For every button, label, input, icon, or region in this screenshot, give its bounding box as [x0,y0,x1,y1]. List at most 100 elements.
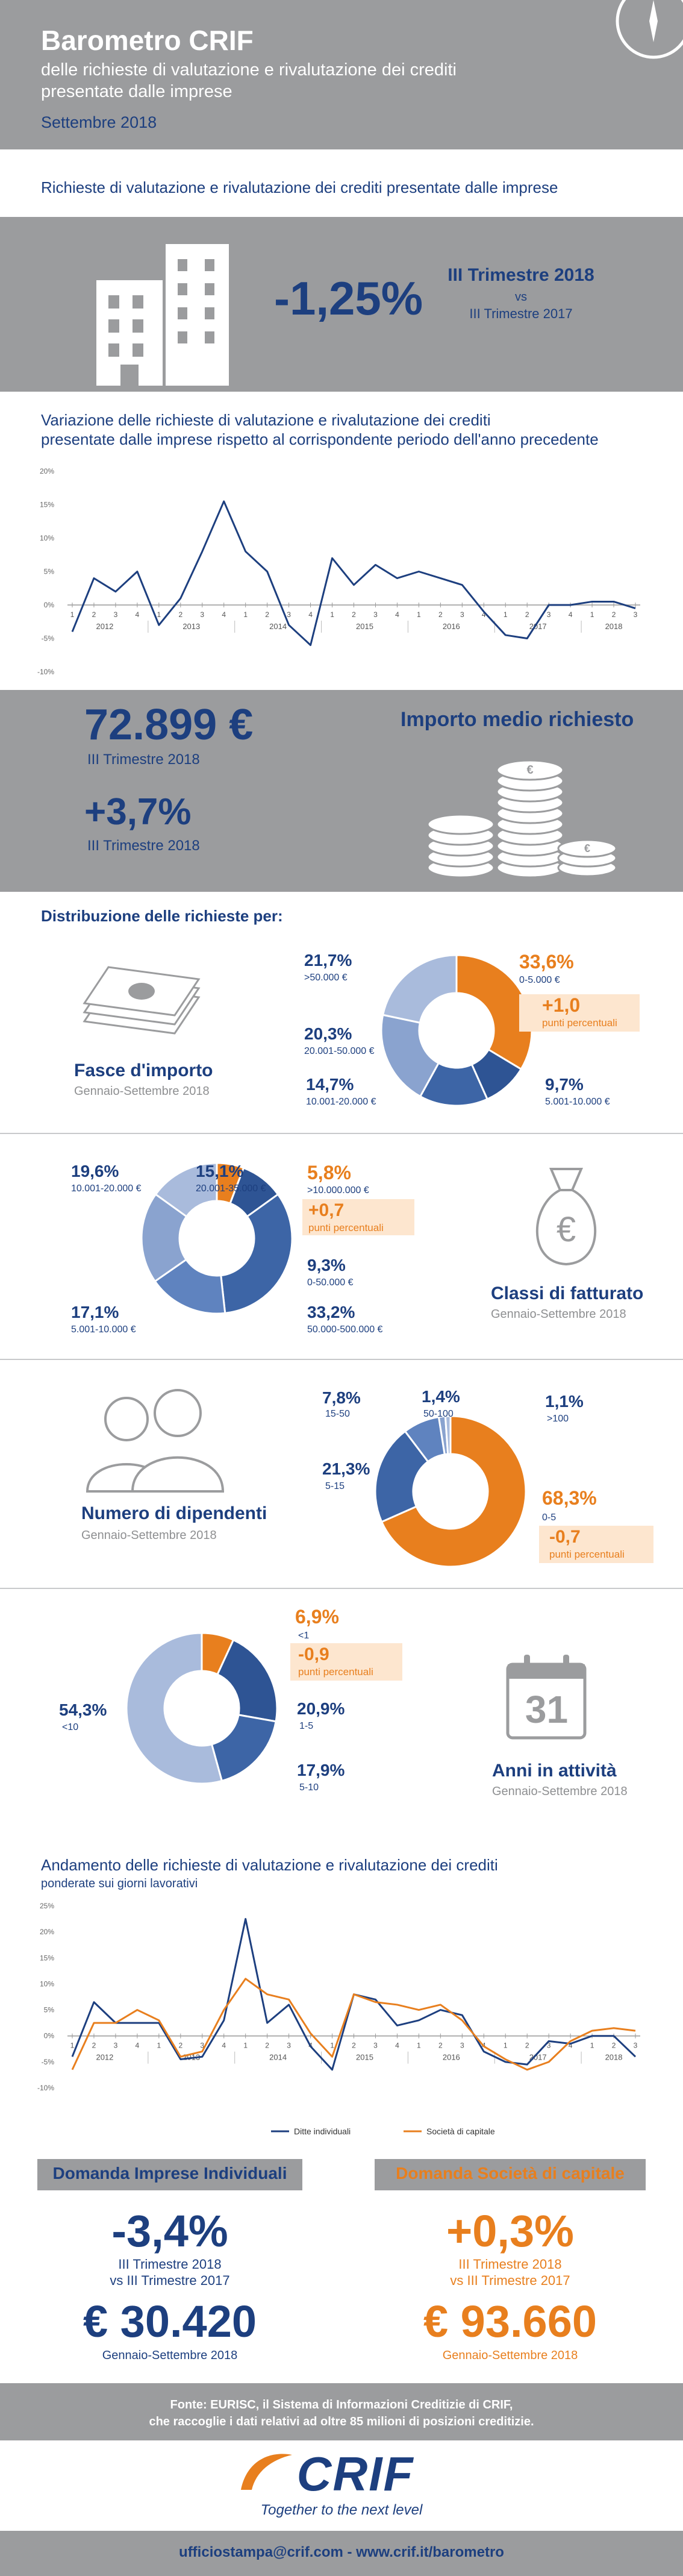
x-tick-label: 4 [222,610,226,619]
x-tick-label: 4 [569,2042,573,2050]
dipendenti-change: -0,7 [549,1527,581,1547]
donut-slice [210,1714,277,1782]
dipendenti-label-pct-1: 21,3% [322,1459,370,1478]
x-tick-label: 4 [395,2042,399,2050]
year-label: 2016 [443,622,460,631]
anni-label-pct-0: 6,9% [295,1606,339,1628]
dipendenti-label-range-1: 5-15 [325,1481,345,1491]
x-tick-label: 2 [612,2042,616,2050]
fatturato-change-unit: punti percentuali [308,1222,384,1233]
domanda-left-amount-period: Gennaio-Settembre 2018 [102,2349,238,2362]
y-tick-label: 15% [40,501,54,509]
fatturato-label-range-0: >10.000.000 € [307,1185,369,1196]
separator [0,1133,683,1134]
x-tick-label: 2 [525,2042,529,2050]
legend-label: Società di capitale [426,2126,495,2136]
year-label: 2018 [605,622,623,631]
x-tick-label: 4 [136,2042,140,2050]
anni-label-range-1: 1-5 [299,1721,314,1731]
dipendenti-period: Gennaio-Settembre 2018 [81,1529,217,1542]
x-tick-label: 4 [136,610,140,619]
x-tick-label: 1 [243,610,248,619]
year-label: 2016 [443,2053,460,2062]
year-label: 2013 [182,622,200,631]
x-tick-label: 2 [178,610,182,619]
crif-swoosh-icon [235,2448,295,2496]
average-change: +3,7% [84,791,192,833]
domanda-left-title: Domanda Imprese Individuali [52,2164,287,2183]
dipendenti-label-pct-0: 68,3% [542,1487,597,1509]
footer-source-2: che raccoglie i dati relativi ad oltre 8… [149,2415,534,2428]
footer-source-1: Fonte: EURISC, il Sistema di Informazion… [170,2398,513,2411]
x-tick-label: 1 [330,2042,334,2050]
x-tick-label: 2 [525,610,529,619]
x-tick-label: 1 [590,610,594,619]
dipendenti-label-range-3: 50-100 [423,1409,454,1419]
x-tick-label: 3 [287,2042,291,2050]
buildings-icon [90,235,235,386]
y-tick-label: 0% [44,601,55,609]
dipendenti-change-unit: punti percentuali [549,1549,625,1560]
series-line [71,500,636,647]
series-line [71,1978,636,2071]
x-tick-label: 4 [222,2042,226,2050]
fatturato-label-pct-4: 19,6% [71,1162,119,1180]
trend-title: Andamento delle richieste di valutazione… [41,1856,498,1874]
domanda-right-amount-period: Gennaio-Settembre 2018 [442,2349,578,2362]
x-tick-label: 2 [265,610,269,619]
fasce-label-range-3: 20.001-50.000 € [304,1046,375,1056]
x-tick-label: 3 [547,2042,551,2050]
y-tick-label: 10% [40,534,54,542]
fatturato-label-range-2: 50.000-500.000 € [307,1324,383,1335]
compass-icon [608,0,683,66]
x-tick-label: 1 [157,610,161,619]
section1-period-a: III Trimestre 2018 [448,265,594,285]
year-label: 2015 [356,622,373,631]
donut-slice [216,1638,278,1723]
y-tick-label: -10% [37,2084,54,2092]
x-tick-label: 3 [200,2042,204,2050]
footer-contact: ufficiostampa@crif.com - www.crif.it/bar… [179,2544,504,2560]
section1-period-b: III Trimestre 2017 [469,306,573,321]
domanda-left-period-2: vs III Trimestre 2017 [110,2273,230,2288]
donut-slice [154,1162,218,1218]
x-tick-label: 1 [70,2042,75,2050]
dipendenti-label-range-4: >100 [547,1414,569,1424]
x-tick-label: 2 [352,2042,356,2050]
fatturato-label-pct-0: 5,8% [307,1162,351,1183]
domanda-left-pct: -3,4% [111,2206,228,2256]
x-tick-label: 1 [504,610,508,619]
x-tick-label: 3 [460,610,464,619]
fasce-label-pct-4: 21,7% [304,951,352,970]
y-tick-label: 10% [40,1979,54,1988]
y-tick-label: -10% [37,668,54,676]
donut-slice [455,954,533,1071]
fatturato-label-range-1: 0-50.000 € [307,1277,354,1288]
x-tick-label: 2 [352,610,356,619]
y-tick-label: -5% [42,2058,55,2066]
x-tick-label: 1 [157,2042,161,2050]
svg-text:€: € [557,1210,576,1249]
domanda-left-title-band [37,2159,302,2190]
people-icon [75,1383,226,1494]
x-tick-label: 4 [308,610,313,619]
banknotes-icon [72,955,211,1045]
x-tick-label: 2 [178,2042,182,2050]
donut-slice [381,954,458,1024]
header-subtitle-1: delle richieste di valutazione e rivalut… [41,60,457,80]
domanda-left-amount: € 30.420 [83,2296,257,2346]
average-label: Importo medio richiesto [401,708,634,731]
x-tick-label: 2 [92,610,96,619]
legend-label: Ditte individuali [294,2126,351,2136]
dipendenti-label-range-2: 15-50 [325,1409,350,1419]
year-label: 2015 [356,2053,373,2062]
donut-slice [380,1415,527,1568]
fasce-label-range-0: 0-5.000 € [519,975,560,985]
year-label: 2012 [96,2053,113,2062]
fatturato-label-range-4: 10.001-20.000 € [71,1183,142,1194]
header-band [0,0,683,149]
x-tick-label: 1 [243,2042,248,2050]
y-tick-label: 20% [40,467,54,475]
fasce-label-pct-0: 33,6% [519,951,574,973]
anni-label-range-2: 5-10 [299,1782,319,1793]
